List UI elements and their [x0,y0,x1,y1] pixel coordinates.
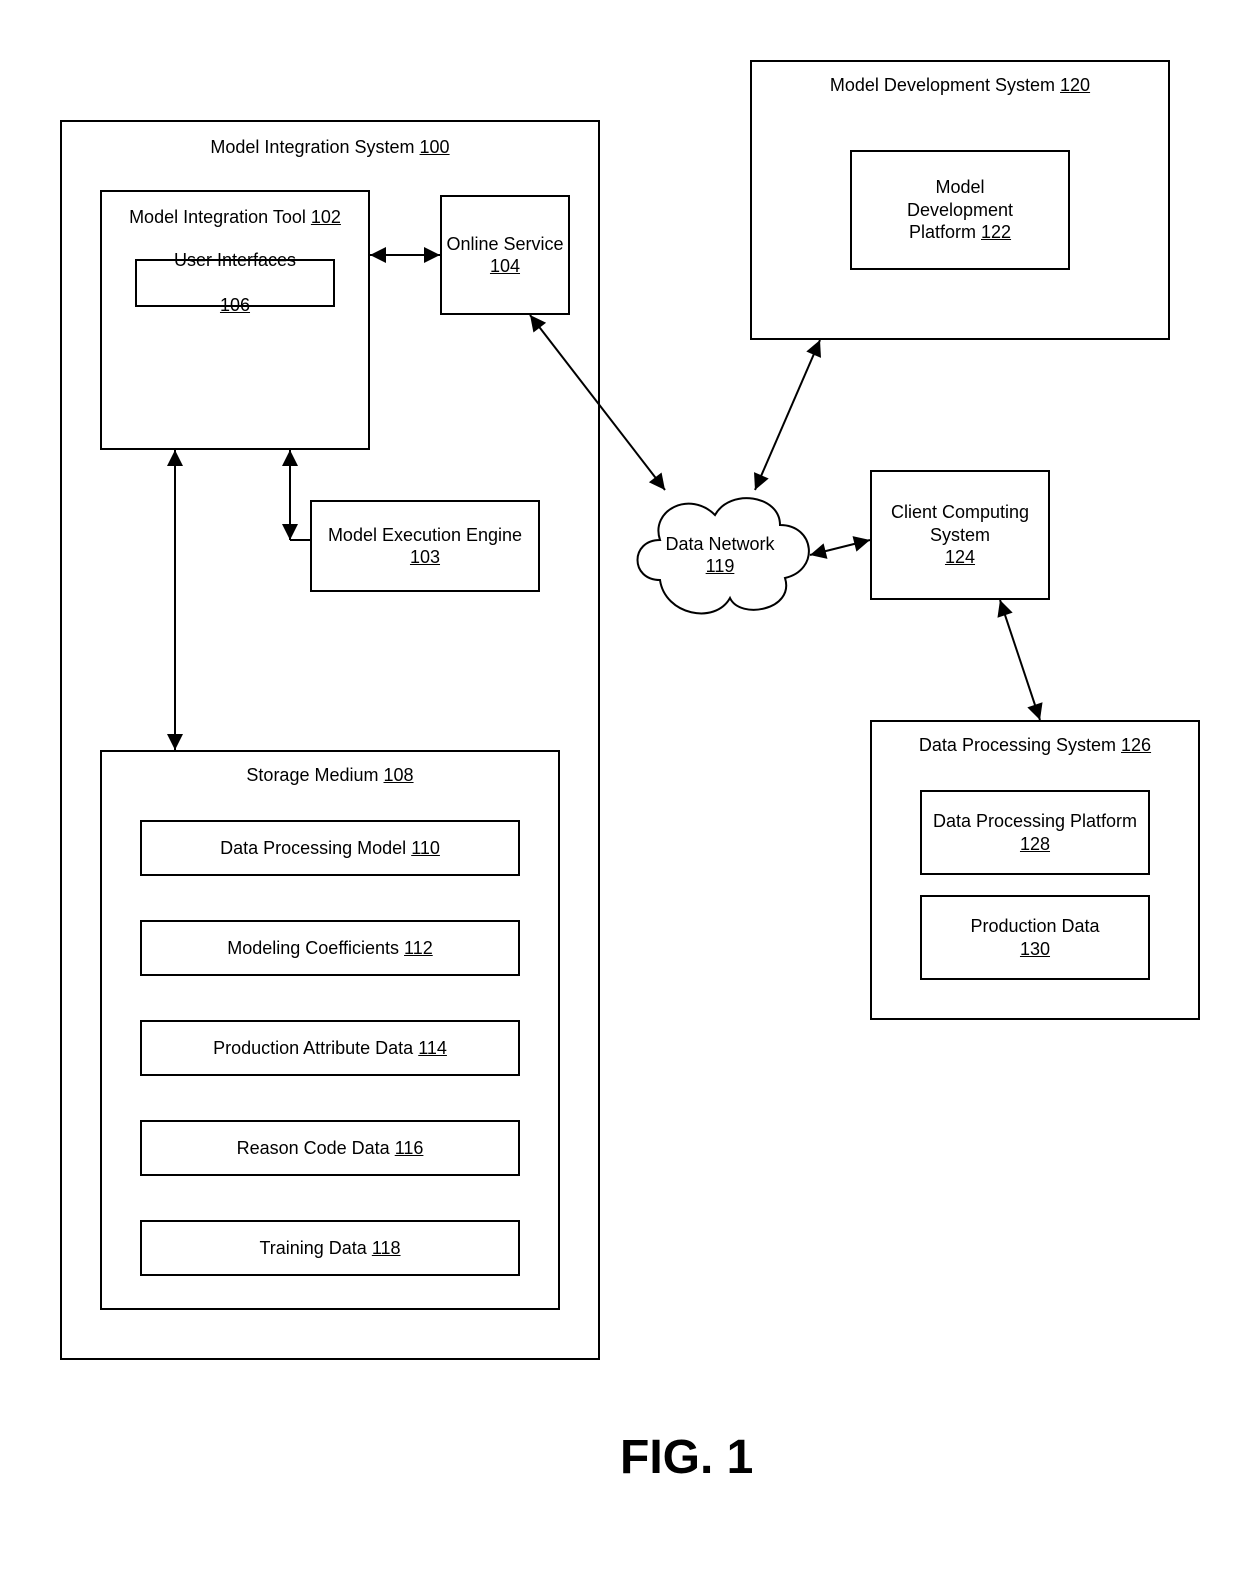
ui-label: User Interfaces [174,249,296,272]
modeling-coefficients-box: Modeling Coefficients 112 [140,920,520,976]
pd-ref: 130 [1020,938,1050,961]
mdp-label-l1: Model [935,177,984,197]
rcd-ref: 116 [395,1137,424,1160]
mds-title: Model Development System 120 [830,74,1090,97]
dps-title: Data Processing System 126 [919,734,1151,757]
online-label: Online Service [446,233,563,256]
reason-code-data-box: Reason Code Data 116 [140,1120,520,1176]
model-execution-engine-box: Model Execution Engine 103 [310,500,540,592]
data-processing-model-box: Data Processing Model 110 [140,820,520,876]
production-attribute-data-box: Production Attribute Data 114 [140,1020,520,1076]
ui-ref: 106 [220,294,250,317]
data-network-label-box: Data Network 119 [650,520,790,590]
mc-label: Modeling Coefficients [227,937,399,960]
dps-ref: 126 [1121,735,1151,755]
model-integration-system-title: Model Integration System 100 [62,136,598,159]
network-label: Data Network [665,533,774,556]
dpp-ref: 128 [1020,834,1050,854]
network-ref: 119 [706,555,735,578]
online-ref: 104 [490,255,520,278]
mis-ref: 100 [420,137,450,157]
storage-ref: 108 [384,765,414,785]
mds-ref: 120 [1060,75,1090,95]
mee-label: Model Execution Engine [328,524,522,547]
pd-label: Production Data [970,915,1099,938]
mit-title: Model Integration Tool 102 [129,206,341,229]
dpm-label: Data Processing Model [220,837,406,860]
edge-network-mds [755,340,820,490]
dps-label: Data Processing System [919,735,1116,755]
mds-label: Model Development System [830,75,1055,95]
mdp-label-l3: Platform [909,222,976,242]
storage-label: Storage Medium [246,765,378,785]
ccs-label: Client Computing System [872,501,1048,546]
rcd-label: Reason Code Data [237,1137,390,1160]
dpm-ref: 110 [411,837,440,860]
pad-ref: 114 [418,1037,447,1060]
mit-label: Model Integration Tool [129,207,306,227]
edge-network-ccs [810,540,870,555]
mis-label: Model Integration System [210,137,414,157]
edge-ccs-dps [1000,600,1040,720]
figure-label: FIG. 1 [620,1430,753,1485]
production-data-box: Production Data 130 [920,895,1150,980]
mee-ref: 103 [410,547,440,567]
mdp-label-l2: Development [907,200,1013,220]
user-interfaces-box: User Interfaces 106 [135,259,335,307]
model-development-platform-box: Model Development Platform 122 [850,150,1070,270]
online-service-box: Online Service 104 [440,195,570,315]
dpp-label: Data Processing Platform [933,810,1137,833]
mit-ref: 102 [311,207,341,227]
training-data-box: Training Data 118 [140,1220,520,1276]
mdp-ref: 122 [981,222,1011,242]
client-computing-system-box: Client Computing System 124 [870,470,1050,600]
td-label: Training Data [259,1237,366,1260]
pad-label: Production Attribute Data [213,1037,413,1060]
ccs-ref: 124 [945,547,975,567]
model-integration-tool-box: Model Integration Tool 102 User Interfac… [100,190,370,450]
storage-title: Storage Medium 108 [246,764,413,787]
mc-ref: 112 [404,937,433,960]
mdp-title: Model Development Platform 122 [907,176,1013,244]
td-ref: 118 [372,1237,401,1260]
data-processing-platform-box: Data Processing Platform 128 [920,790,1150,875]
